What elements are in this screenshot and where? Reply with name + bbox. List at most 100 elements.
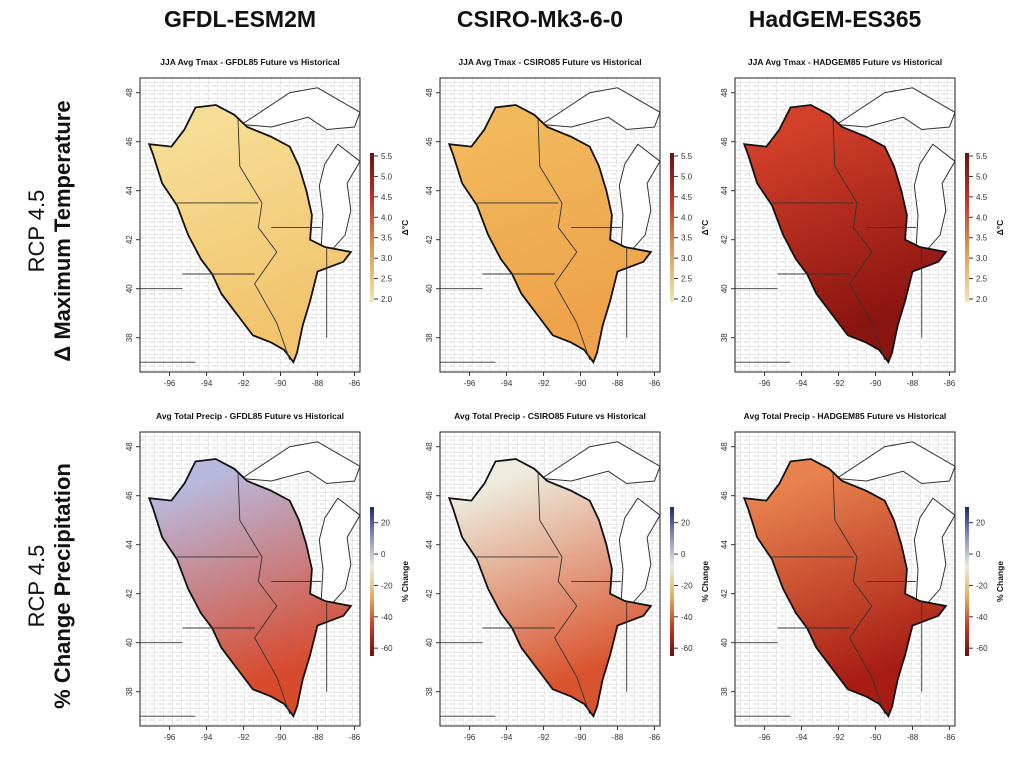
map-panel: JJA Avg Tmax - HADGEM85 Future vs Histor…: [695, 50, 1024, 400]
x-tick-label: -94: [501, 379, 513, 388]
colorbar-tick-label: 4.0: [976, 213, 988, 222]
y-tick-label: 44: [125, 540, 134, 549]
y-tick-label: 48: [125, 442, 134, 451]
river-basin: [147, 458, 353, 719]
colorbar: [965, 507, 969, 656]
map-frame: [439, 431, 661, 727]
lake-michigan: [618, 497, 660, 605]
mississippi-river: [537, 473, 591, 714]
colorbar-tick-label: 2.0: [381, 295, 393, 304]
colorbar-tick-label: 0: [976, 550, 981, 559]
y-tick-label: 38: [125, 687, 134, 696]
map-svg: JJA Avg Tmax - CSIRO85 Future vs Histori…: [425, 57, 710, 388]
colorbar-tick-label: 3.0: [681, 254, 693, 263]
map-area: [735, 78, 955, 372]
y-tick-label: 42: [125, 589, 134, 598]
y-tick-label: 42: [425, 589, 434, 598]
lake-superior: [540, 87, 660, 131]
row-label-temperature: RCP 4.5 Δ Maximum Temperature: [24, 81, 76, 381]
colorbar-tick-label: 2.5: [681, 275, 693, 284]
colorbar: [670, 153, 674, 302]
y-tick-label: 44: [425, 186, 434, 195]
x-tick-label: -94: [201, 733, 213, 742]
colorbar-tick-label: 3.5: [976, 234, 988, 243]
row-variable: % Change Precipitation: [50, 463, 75, 709]
y-tick-label: 42: [425, 235, 434, 244]
column-header-csiro: CSIRO-Mk3-6-0: [456, 6, 624, 32]
colorbar-tick-label: -40: [681, 613, 693, 622]
x-tick-label: -90: [575, 733, 587, 742]
y-tick-label: 46: [425, 137, 434, 146]
map-svg: Avg Total Precip - GFDL85 Future vs Hist…: [125, 411, 410, 742]
colorbar-tick-label: -40: [381, 613, 393, 622]
lake-superior: [540, 441, 660, 485]
y-tick-label: 48: [720, 442, 729, 451]
colorbar-tick-label: 2.5: [381, 275, 393, 284]
x-tick-label: -86: [349, 379, 361, 388]
lake-superior: [240, 87, 360, 131]
y-tick-label: 46: [125, 137, 134, 146]
colorbar: [670, 507, 674, 656]
y-tick-label: 40: [125, 284, 134, 293]
x-tick-label: -96: [164, 379, 176, 388]
row-variable: Δ Maximum Temperature: [50, 100, 75, 362]
x-tick-label: -92: [238, 733, 250, 742]
map-area: [735, 432, 955, 726]
map-svg: Avg Total Precip - HADGEM85 Future vs Hi…: [720, 411, 1005, 742]
colorbar-tick-label: 4.0: [381, 213, 393, 222]
x-tick-label: -88: [907, 733, 919, 742]
x-tick-label: -86: [944, 733, 956, 742]
x-tick-label: -90: [575, 379, 587, 388]
y-tick-label: 44: [125, 186, 134, 195]
colorbar-tick-label: 4.5: [381, 193, 393, 202]
river-basin: [447, 458, 653, 719]
y-tick-label: 40: [720, 638, 729, 647]
y-tick-label: 46: [720, 491, 729, 500]
y-tick-label: 44: [720, 540, 729, 549]
colorbar-tick-label: 3.5: [381, 234, 393, 243]
map-frame: [734, 77, 956, 373]
row-label-precipitation: RCP 4.5 % Change Precipitation: [24, 436, 76, 736]
river-basin: [447, 104, 653, 365]
x-tick-label: -88: [612, 379, 624, 388]
row-scenario: RCP 4.5: [24, 544, 49, 628]
map-area: [440, 78, 660, 372]
colorbar-tick-label: 4.5: [976, 193, 988, 202]
x-tick-label: -96: [759, 733, 771, 742]
colorbar-tick-label: -60: [976, 644, 988, 653]
panel-title: JJA Avg Tmax - HADGEM85 Future vs Histor…: [748, 57, 942, 67]
map-panel: Avg Total Precip - GFDL85 Future vs Hist…: [100, 404, 430, 754]
lake-superior: [835, 87, 955, 131]
y-tick-label: 38: [720, 687, 729, 696]
x-tick-label: -88: [612, 733, 624, 742]
y-tick-label: 46: [125, 491, 134, 500]
lake-michigan: [618, 143, 660, 251]
y-tick-label: 38: [720, 333, 729, 342]
x-tick-label: -90: [275, 733, 287, 742]
colorbar-tick-label: -20: [681, 581, 693, 590]
x-tick-label: -88: [907, 379, 919, 388]
colorbar-label: Δ°C: [400, 220, 410, 236]
y-tick-label: 40: [425, 284, 434, 293]
colorbar-tick-label: 4.0: [681, 213, 693, 222]
x-tick-label: -96: [464, 379, 476, 388]
colorbar-tick-label: 5.0: [381, 172, 393, 181]
x-tick-label: -96: [464, 733, 476, 742]
column-header-gfdl: GFDL-ESM2M: [163, 6, 317, 32]
colorbar-label: % Change: [995, 561, 1005, 602]
y-tick-label: 48: [125, 88, 134, 97]
colorbar-label: % Change: [700, 561, 710, 602]
panel-title: JJA Avg Tmax - GFDL85 Future vs Historic…: [160, 57, 340, 67]
river-basin: [147, 104, 353, 365]
x-tick-label: -92: [833, 379, 845, 388]
panel-title: Avg Total Precip - CSIRO85 Future vs His…: [454, 411, 646, 421]
colorbar: [370, 507, 374, 656]
colorbar: [965, 153, 969, 302]
y-tick-label: 42: [720, 589, 729, 598]
map-area: [140, 432, 360, 726]
x-tick-label: -94: [796, 379, 808, 388]
colorbar-tick-label: 2.0: [681, 295, 693, 304]
lake-michigan: [913, 143, 955, 251]
map-frame: [734, 431, 956, 727]
colorbar-tick-label: 20: [381, 519, 390, 528]
